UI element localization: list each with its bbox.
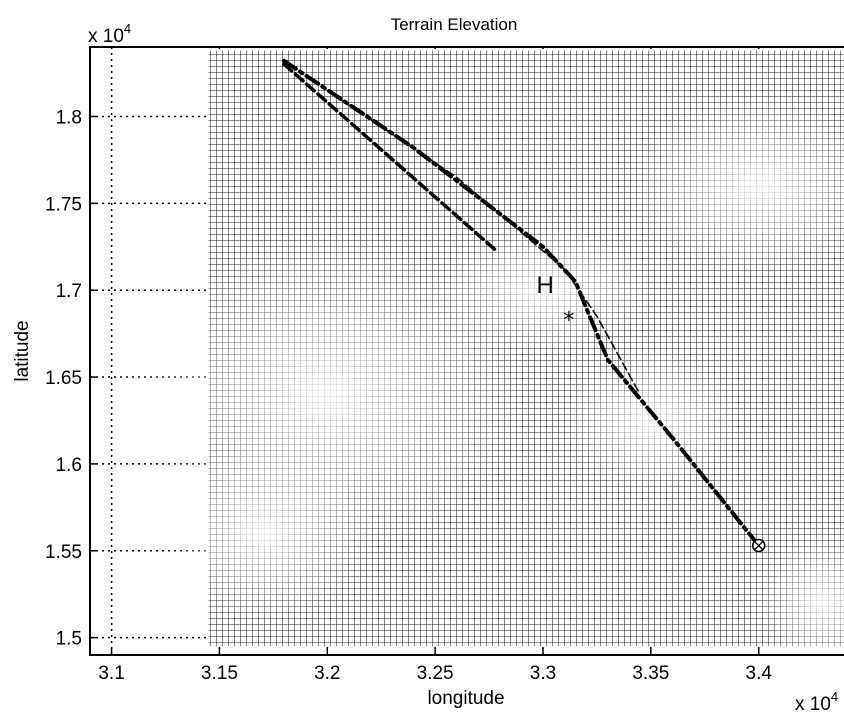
x-axis-label: longitude: [427, 688, 504, 709]
y-multiplier-label: x 104: [88, 21, 131, 47]
terrain-light-area: [565, 351, 738, 490]
y-tick-label: 1.6: [56, 455, 82, 476]
y-tick-label: 1.65: [45, 368, 82, 389]
star-marker: *: [563, 309, 574, 334]
x-tick-label: 3.2: [314, 663, 340, 684]
chart-title: Terrain Elevation: [391, 15, 518, 34]
y-tick-label: 1.5: [56, 629, 82, 650]
y-axis-label: latitude: [12, 320, 33, 381]
y-tick-label: 1.75: [45, 194, 82, 215]
x-tick-label: 3.35: [632, 663, 669, 684]
y-tick-label: 1.55: [45, 542, 82, 563]
terrain-light-area: [155, 447, 371, 621]
svg-text:x 104: x 104: [88, 21, 131, 47]
x-multiplier-label: x 104: [795, 689, 838, 715]
svg-text:x 104: x 104: [795, 689, 838, 715]
x-tick-label: 3.4: [746, 663, 773, 684]
x-tick-label: 3.1: [98, 663, 124, 684]
y-tick-label: 1.7: [56, 281, 82, 302]
x-tick-label: 3.25: [417, 663, 454, 684]
terrain-mesh-group: [133, 50, 844, 672]
x-tick-label: 3.3: [530, 663, 556, 684]
y-tick-label: 1.8: [56, 107, 82, 128]
waypoint-label: H: [536, 272, 553, 299]
endpoint-marker: [753, 540, 765, 552]
x-tick-label: 3.15: [201, 663, 238, 684]
